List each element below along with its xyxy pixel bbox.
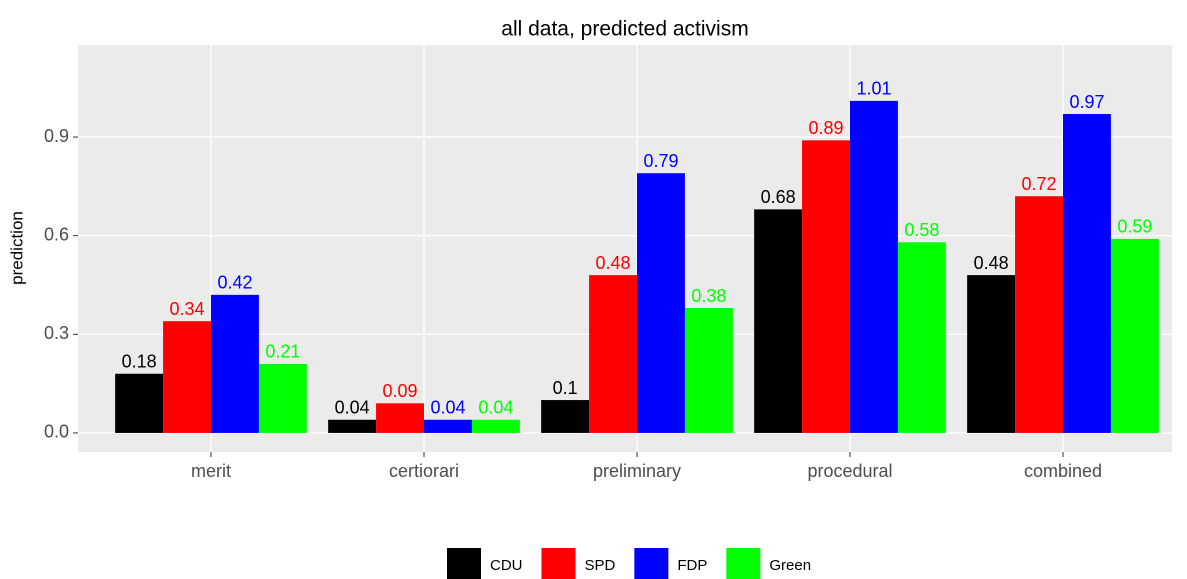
value-label: 0.38 [691,286,726,306]
bar [163,321,211,433]
y-tick-label: 0.6 [44,224,69,244]
value-label: 0.34 [170,299,205,319]
value-label: 0.04 [335,398,370,418]
bar [424,419,472,433]
bar [471,419,520,433]
legend-key [447,548,481,579]
bar [1015,196,1063,433]
y-tick-label: 0.3 [44,323,69,343]
value-label: 0.18 [122,352,157,372]
legend-label: SPD [585,557,616,574]
x-tick-label: procedural [807,461,892,481]
value-label: 0.68 [761,187,796,207]
value-label: 0.09 [383,381,418,401]
value-label: 0.21 [265,342,300,362]
bar [802,140,850,433]
value-label: 0.58 [904,220,939,240]
legend-label: FDP [677,557,707,574]
bar [541,400,590,433]
value-label: 0.04 [478,398,513,418]
value-label: 0.89 [809,118,844,138]
bar [1063,114,1111,433]
value-label: 0.48 [974,253,1009,273]
y-tick-label: 0.9 [44,126,69,146]
y-tick-label: 0.0 [44,422,69,442]
legend-key [726,548,761,579]
legend-key [634,548,669,579]
legend-label: CDU [490,557,523,574]
x-tick-label: certiorari [389,461,459,481]
bar [684,308,733,433]
bar [850,100,898,433]
y-axis-label: prediction [7,211,26,285]
x-tick-label: merit [191,461,231,481]
bar [328,419,377,433]
value-label: 0.48 [596,253,631,273]
bar [211,294,259,433]
x-tick-label: combined [1024,461,1102,481]
value-label: 0.97 [1069,92,1104,112]
bar [376,403,424,433]
x-tick-label: preliminary [593,461,681,481]
value-label: 1.01 [856,79,891,99]
value-label: 0.59 [1117,217,1152,237]
value-label: 0.42 [217,273,252,293]
bar [967,275,1016,433]
bar [754,209,803,433]
value-label: 0.1 [553,378,578,398]
bar [1110,238,1159,433]
bar [897,242,946,433]
legend-key [541,548,576,579]
legend-label: Green [769,557,811,574]
value-label: 0.72 [1022,174,1057,194]
bar [637,173,685,433]
bar [258,363,307,433]
value-label: 0.04 [430,398,465,418]
bar [589,275,637,433]
bar [115,373,164,433]
value-label: 0.79 [643,151,678,171]
chart-title: all data, predicted activism [501,18,748,41]
